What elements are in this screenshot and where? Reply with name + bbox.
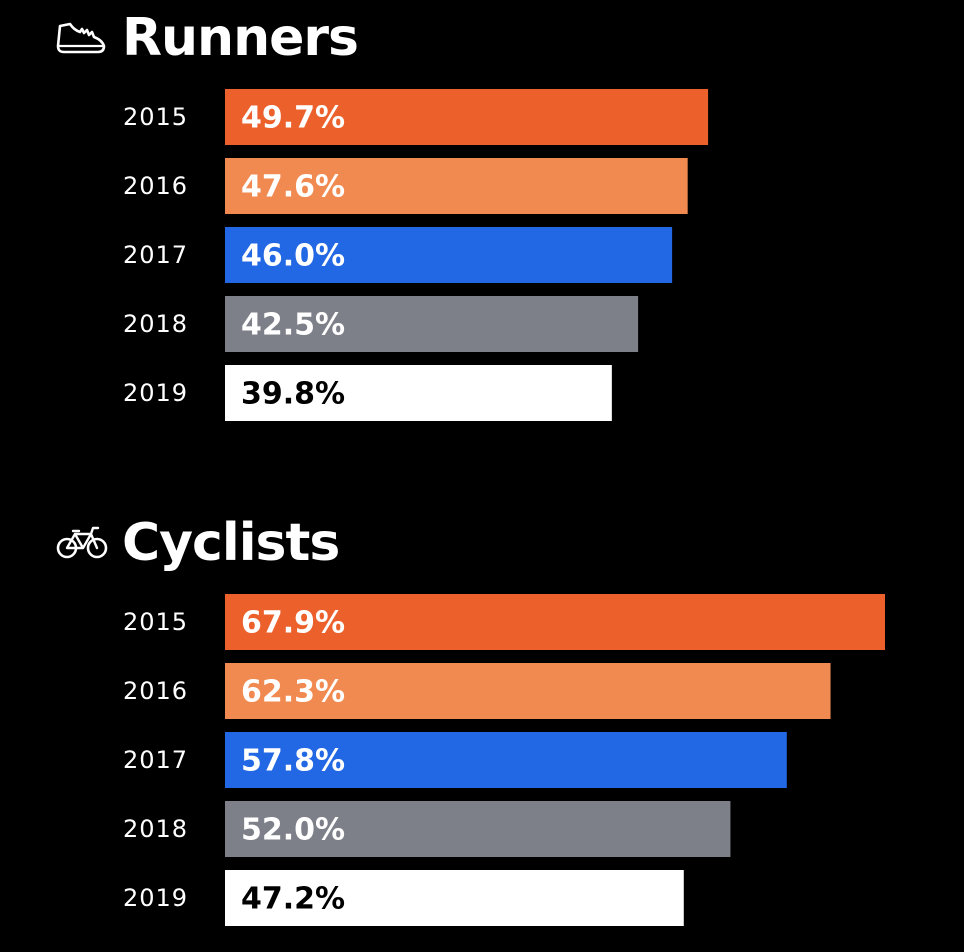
runners-value-label-2019: 39.8% xyxy=(241,377,345,412)
cyclists-header: Cyclists xyxy=(56,511,340,575)
cyclists-title: Cyclists xyxy=(122,513,340,573)
cyclists-bar-2017 xyxy=(225,732,787,788)
runners-value-label-2017: 46.0% xyxy=(241,239,345,274)
runners-year-label-2017: 2017 xyxy=(123,241,188,269)
runners-bar-2019 xyxy=(225,365,612,421)
cyclists-bar-2018 xyxy=(225,801,731,857)
cyclists-year-label-2019: 2019 xyxy=(123,884,188,912)
cyclists-year-label-2018: 2018 xyxy=(123,815,188,843)
runners-year-label-2016: 2016 xyxy=(123,172,188,200)
runners-value-label-2018: 42.5% xyxy=(241,308,345,343)
cyclists-bars: 2015 67.9% 2016 62.3% 2017 57.8% 2018 52.0% 2019… xyxy=(123,594,885,926)
cyclists-bar-2015 xyxy=(225,594,885,650)
runners-value-label-2015: 49.7% xyxy=(241,101,345,136)
runners-value-label-2016: 47.6% xyxy=(241,170,345,205)
runners-bar-2015 xyxy=(225,89,709,145)
running-shoe-icon xyxy=(56,18,108,58)
runners-bars: 2015 49.7% 2016 47.6% 2017 46.0% 2018 42.5% 2019… xyxy=(123,89,709,421)
cyclists-year-label-2016: 2016 xyxy=(123,677,188,705)
runners-year-label-2019: 2019 xyxy=(123,379,188,407)
runners-bar-2017 xyxy=(225,227,673,283)
runners-bar-2018 xyxy=(225,296,639,352)
bicycle-icon xyxy=(56,523,108,563)
runners-year-label-2018: 2018 xyxy=(123,310,188,338)
cyclists-value-label-2017: 57.8% xyxy=(241,744,345,779)
cyclists-year-label-2017: 2017 xyxy=(123,746,188,774)
cyclists-value-label-2015: 67.9% xyxy=(241,606,345,641)
cyclists-bar-2019 xyxy=(225,870,684,926)
cyclists-year-label-2015: 2015 xyxy=(123,608,188,636)
cyclists-bar-2016 xyxy=(225,663,831,719)
cyclists-value-label-2016: 62.3% xyxy=(241,675,345,710)
runners-year-label-2015: 2015 xyxy=(123,103,188,131)
cyclists-value-label-2019: 47.2% xyxy=(241,882,345,917)
runners-header: Runners xyxy=(56,6,359,70)
runners-bar-2016 xyxy=(225,158,688,214)
cyclists-value-label-2018: 52.0% xyxy=(241,813,345,848)
runners-title: Runners xyxy=(122,8,359,68)
